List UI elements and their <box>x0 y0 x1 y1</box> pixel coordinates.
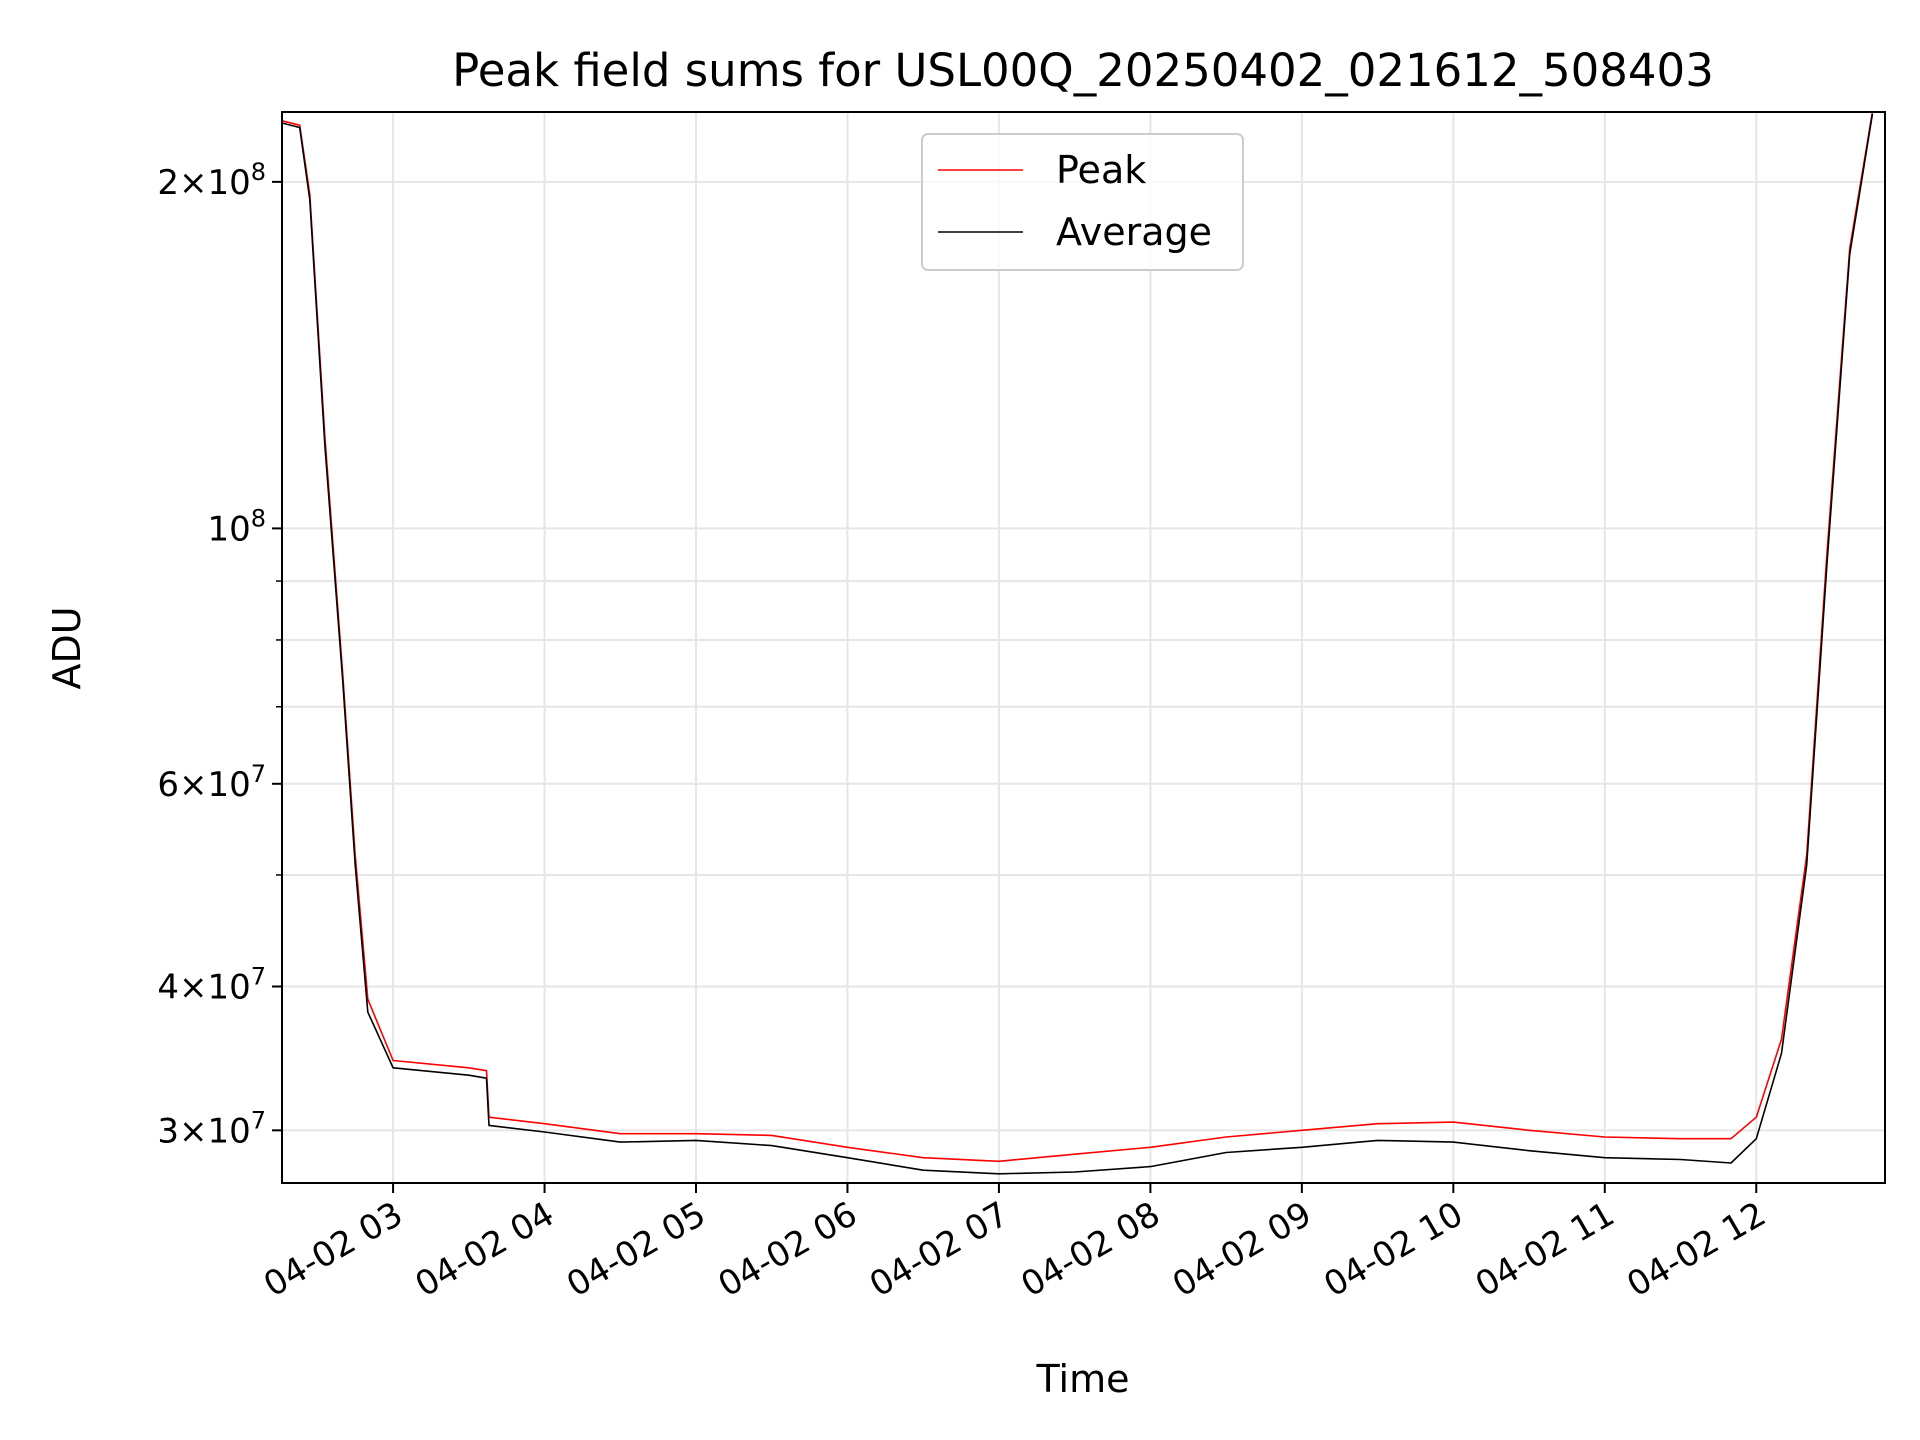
series-line-peak <box>281 111 1874 1163</box>
legend: Peak Average <box>921 133 1244 271</box>
chart-title: Peak field sums for USL00Q_20250402_0216… <box>452 44 1714 97</box>
y-tick-label: 3×107 <box>157 1106 266 1151</box>
y-axis-label: ADU <box>45 606 89 689</box>
series-layer <box>281 111 1874 1175</box>
y-tick-label: 2×108 <box>157 158 266 203</box>
y-tick-label: 108 <box>207 504 266 549</box>
y-tick-label: 6×107 <box>157 760 266 805</box>
plot-frame <box>281 111 1886 1184</box>
legend-peak-label: Peak <box>1056 148 1146 192</box>
x-axis-label: Time <box>1036 1357 1130 1401</box>
legend-average-label: Average <box>1056 210 1212 254</box>
series-line-average <box>281 114 1874 1175</box>
legend-box <box>921 133 1244 271</box>
y-tick-label: 4×107 <box>157 963 266 1008</box>
